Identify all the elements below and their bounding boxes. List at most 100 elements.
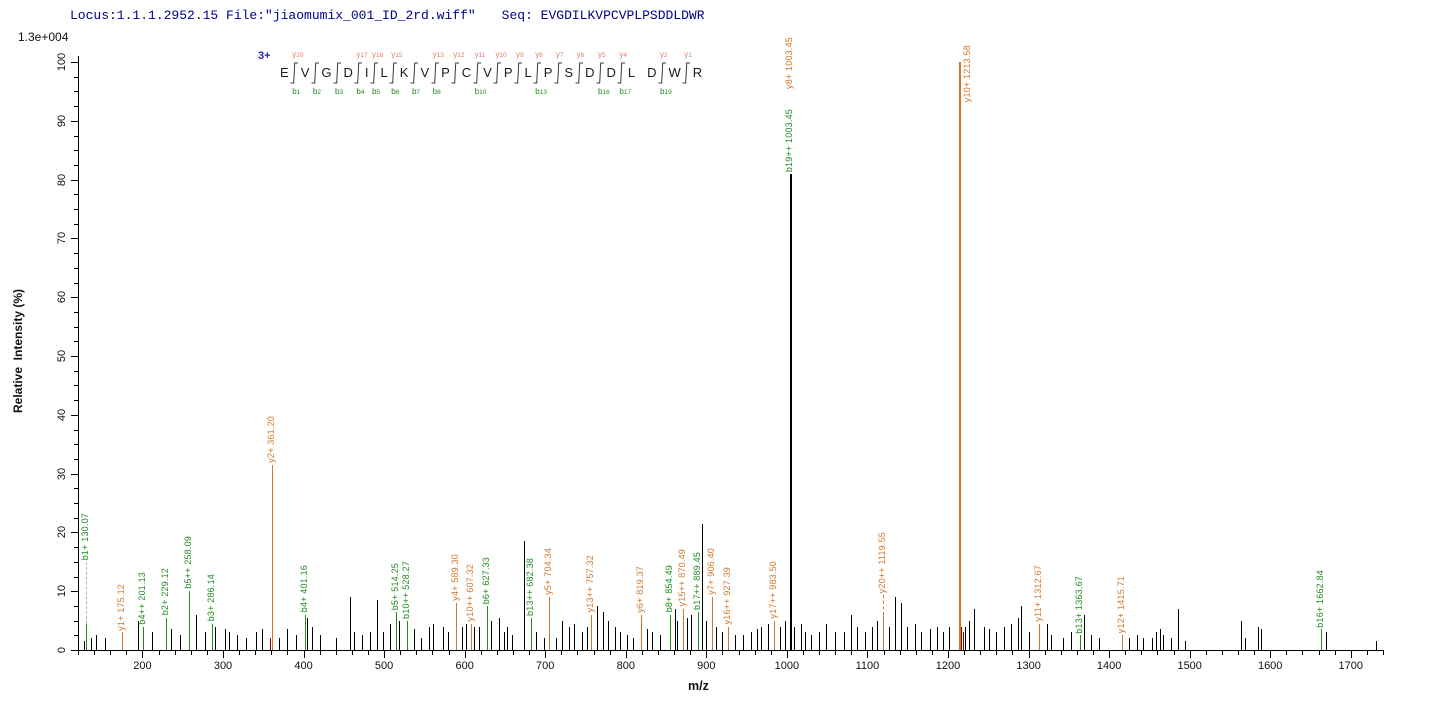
ladder-b-ion-label: b17 [619, 87, 632, 97]
peak [171, 629, 173, 650]
fragment-divider-icon [410, 62, 418, 84]
x-tick [931, 651, 933, 655]
annotated-peak [682, 608, 684, 650]
y-tick [74, 76, 78, 78]
peak [835, 632, 837, 650]
peak [474, 626, 476, 650]
residue-letter: E [280, 65, 289, 80]
x-tick [1060, 651, 1062, 655]
y-tick [74, 458, 78, 460]
x-tick [899, 651, 901, 655]
annotated-peak [711, 597, 713, 650]
peak [921, 632, 923, 650]
x-tick [883, 651, 885, 655]
x-tick [287, 651, 289, 655]
fragment-divider-icon [311, 62, 319, 84]
y-tick [74, 267, 78, 269]
peak [1084, 614, 1086, 650]
peak-label: y6+ 819.37 [635, 565, 646, 613]
peak [83, 641, 85, 650]
x-tick-label: 400 [294, 660, 313, 672]
y-tick [74, 209, 78, 210]
x-tick-label: 1300 [1016, 660, 1041, 672]
peak-label: y10++ 607.32 [464, 564, 475, 622]
x-tick [577, 651, 579, 655]
x-tick [1044, 651, 1046, 655]
x-tick [529, 651, 531, 655]
peak-label: b13++ 682.38 [525, 557, 535, 616]
x-tick [448, 651, 450, 655]
x-tick [464, 651, 466, 658]
peak [574, 623, 576, 650]
ladder-y-ion-label: y6 [576, 50, 585, 60]
peak [608, 620, 610, 650]
y-axis-title: Relative Intensity (%) [11, 288, 25, 414]
annotated-peak [211, 623, 213, 650]
fragment-divider-icon [658, 62, 666, 84]
ladder-b-ion-label: b16 [597, 87, 610, 97]
peak-label: b8+ 854.49 [663, 565, 674, 613]
x-tick-label: 300 [213, 660, 233, 672]
peak [1261, 629, 1263, 650]
peak [877, 620, 879, 650]
peak [1136, 635, 1138, 650]
peak [229, 632, 231, 650]
peak [1018, 617, 1020, 650]
peak [964, 626, 966, 650]
x-tick [335, 651, 337, 655]
ladder-y-ion-label: y5 [597, 50, 606, 60]
x-tick-label: 900 [697, 660, 716, 672]
peak [369, 632, 371, 650]
peak [633, 638, 634, 650]
peak [389, 623, 391, 650]
annotated-peak [789, 173, 792, 650]
peak [735, 635, 737, 650]
peak [1245, 638, 1247, 650]
ladder-y-ion-label: y9 [516, 50, 524, 60]
y-tick [74, 400, 78, 402]
peak [906, 626, 908, 650]
x-tick [206, 651, 208, 655]
peak [95, 635, 97, 650]
residue-letter: G [321, 65, 332, 80]
peak [236, 635, 238, 650]
y-tick [71, 473, 78, 475]
peak [968, 620, 970, 650]
peak [137, 620, 139, 650]
y-tick [71, 120, 78, 122]
x-tick [1109, 651, 1111, 658]
peak-label: b13+ 1363.67 [1073, 575, 1084, 634]
residue-letter: P [441, 65, 450, 80]
annotated-peak [470, 623, 472, 650]
peak-label: b3+ 286.14 [205, 574, 216, 622]
x-tick [819, 651, 821, 655]
y-tick-label: 30 [56, 467, 68, 480]
header-seq-text: Seq: EVGDILKVPCVPLPSDDLDWR [501, 8, 705, 23]
peak [691, 614, 692, 650]
y-tick [74, 605, 78, 607]
x-tick [1383, 651, 1384, 655]
x-tick [496, 651, 498, 655]
residue-letter: P [543, 65, 553, 80]
residue-letter: V [483, 65, 492, 80]
peak [989, 629, 991, 650]
x-tick [319, 651, 321, 655]
x-tick [78, 651, 79, 655]
header-bar: Locus:1.1.1.2952.15 File:"jiaomumix_001_… [70, 8, 705, 23]
peak [901, 603, 903, 650]
peak [498, 617, 500, 650]
residue-letter: C [461, 65, 472, 80]
x-tick [303, 651, 305, 658]
annotated-peak [189, 591, 191, 650]
fragment-divider-icon [370, 62, 379, 84]
x-tick [1366, 651, 1368, 655]
residue-letter: D [585, 65, 595, 80]
peak-label: y16++ 927.39 [722, 567, 733, 625]
y-tick [74, 620, 78, 622]
x-tick [867, 651, 869, 658]
peak [256, 632, 257, 650]
x-tick [1141, 651, 1143, 655]
y-tick [74, 561, 78, 563]
peak [984, 626, 986, 650]
